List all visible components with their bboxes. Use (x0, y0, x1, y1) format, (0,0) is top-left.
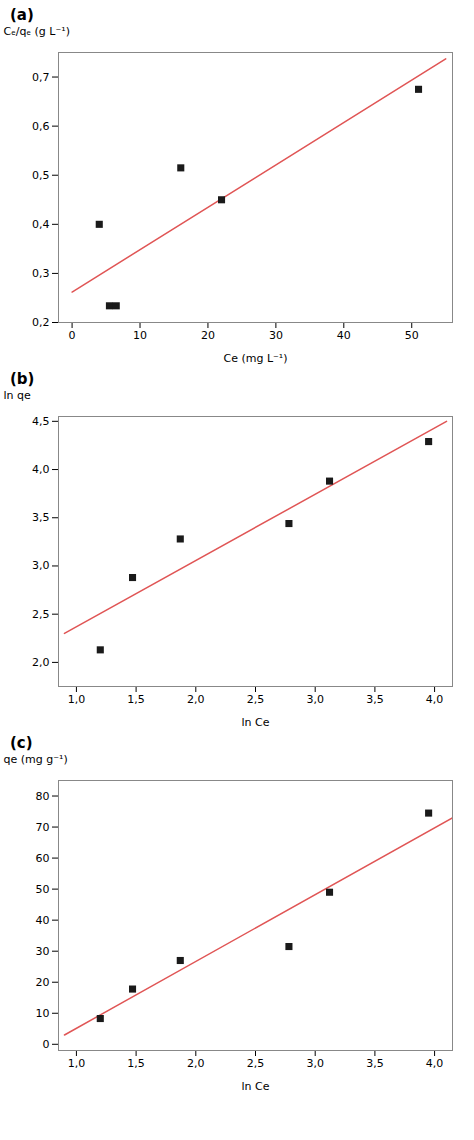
svg-text:2,0: 2,0 (187, 1057, 205, 1070)
svg-text:4,0: 4,0 (426, 1057, 444, 1070)
svg-text:10: 10 (36, 1007, 50, 1020)
svg-text:0,5: 0,5 (32, 169, 50, 182)
html-text:(a): (a) (10, 6, 34, 24)
html-text:(c): (c) (10, 734, 33, 752)
svg-text:0,3: 0,3 (32, 267, 50, 280)
svg-text:0,6: 0,6 (32, 120, 50, 133)
svg-text:60: 60 (36, 852, 50, 865)
svg-text:4,0: 4,0 (426, 693, 444, 706)
svg-text:2,5: 2,5 (247, 1057, 265, 1070)
svg-text:qe (mg g⁻¹): qe (mg g⁻¹) (4, 753, 68, 766)
svg-text:30: 30 (269, 329, 283, 342)
svg-text:50: 50 (405, 329, 419, 342)
svg-text:1,5: 1,5 (127, 693, 145, 706)
svg-text:3,5: 3,5 (32, 511, 50, 524)
svg-text:0: 0 (43, 1038, 50, 1051)
svg-text:3,5: 3,5 (366, 1057, 384, 1070)
svg-text:20: 20 (36, 976, 50, 989)
svg-text:2,5: 2,5 (247, 693, 265, 706)
svg-text:80: 80 (36, 790, 50, 803)
svg-text:50: 50 (36, 883, 50, 896)
svg-text:0: 0 (69, 329, 76, 342)
svg-text:70: 70 (36, 821, 50, 834)
svg-text:10: 10 (133, 329, 147, 342)
svg-text:1,5: 1,5 (127, 1057, 145, 1070)
svg-text:Cₑ/qₑ (g L⁻¹): Cₑ/qₑ (g L⁻¹) (4, 25, 70, 38)
svg-text:20: 20 (201, 329, 215, 342)
svg-text:4,5: 4,5 (32, 415, 50, 428)
svg-text:3,0: 3,0 (32, 559, 50, 572)
svg-text:40: 40 (337, 329, 351, 342)
svg-text:0,2: 0,2 (32, 316, 50, 329)
svg-text:0,4: 0,4 (32, 218, 50, 231)
svg-text:Ce (mg L⁻¹): Ce (mg L⁻¹) (223, 352, 287, 365)
svg-text:40: 40 (36, 914, 50, 927)
svg-text:3,5: 3,5 (366, 693, 384, 706)
svg-text:2,5: 2,5 (32, 608, 50, 621)
svg-text:0,7: 0,7 (32, 71, 50, 84)
svg-text:3,0: 3,0 (306, 1057, 324, 1070)
html-text:(b): (b) (10, 370, 35, 388)
svg-text:2,0: 2,0 (32, 656, 50, 669)
svg-text:30: 30 (36, 945, 50, 958)
svg-text:3,0: 3,0 (306, 693, 324, 706)
svg-text:1,0: 1,0 (68, 1057, 86, 1070)
svg-text:1,0: 1,0 (68, 693, 86, 706)
svg-text:ln qe: ln qe (4, 389, 32, 402)
svg-text:ln Ce: ln Ce (242, 1080, 270, 1093)
svg-text:2,0: 2,0 (187, 693, 205, 706)
svg-text:ln Ce: ln Ce (242, 716, 270, 729)
svg-text:4,0: 4,0 (32, 463, 50, 476)
